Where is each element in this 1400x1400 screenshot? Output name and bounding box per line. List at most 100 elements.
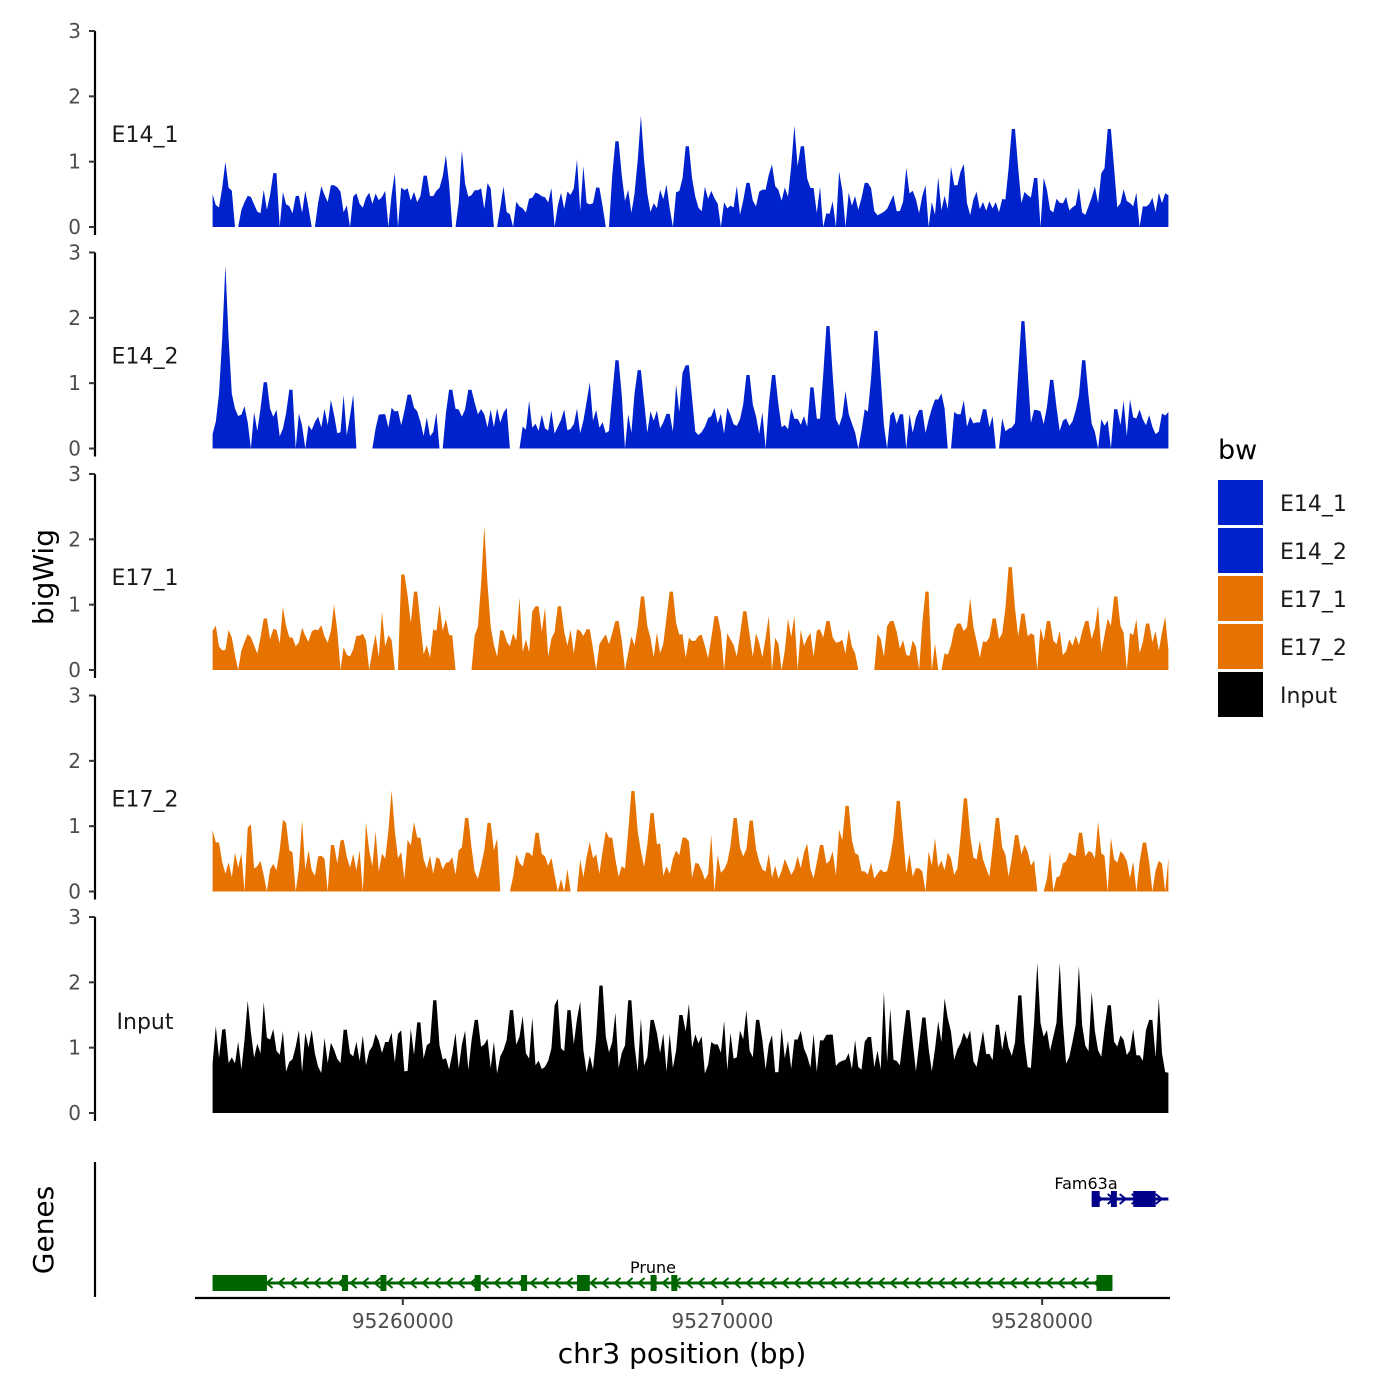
x-axis-ticks: 95260000 95270000 95280000 <box>352 1298 1093 1333</box>
strand-arrow <box>997 1277 1006 1289</box>
coverage-area-E17_2 <box>212 790 1169 892</box>
strand-arrow <box>901 1277 910 1289</box>
strand-arrow <box>541 1277 550 1289</box>
strand-arrow <box>949 1277 958 1289</box>
strand-arrow <box>889 1277 898 1289</box>
strand-arrow <box>433 1277 442 1289</box>
coverage-area-E14_1 <box>212 115 1169 227</box>
strand-arrow <box>1021 1277 1030 1289</box>
strand-arrow <box>841 1277 850 1289</box>
strand-arrow <box>361 1277 370 1289</box>
y-tick-label: 2 <box>68 84 81 108</box>
legend-label: E14_2 <box>1280 540 1347 565</box>
track-E17_2: 0 1 2 3 E17_2 <box>68 684 1169 904</box>
strand-arrow <box>529 1277 538 1289</box>
gene-exon <box>1096 1275 1113 1291</box>
legend-swatch <box>1218 576 1263 621</box>
legend-title: bw <box>1218 435 1257 466</box>
y-tick-label: 1 <box>68 814 81 838</box>
strand-arrow <box>829 1277 838 1289</box>
y-tick-label: 0 <box>68 658 81 682</box>
strand-arrow <box>505 1277 514 1289</box>
gene-exon <box>342 1275 349 1291</box>
y-tick-label: 3 <box>68 905 81 929</box>
x-axis: 95260000 95270000 95280000 chr3 position (… <box>195 1296 1170 1370</box>
legend-swatch <box>1218 528 1263 573</box>
coverage-area-E17_1 <box>212 526 1169 670</box>
gene-label: Prune <box>630 1258 676 1277</box>
track-E17_1: 0 1 2 3 E17_1 <box>68 462 1169 682</box>
gene-exon <box>212 1275 267 1291</box>
strand-arrow <box>1009 1277 1018 1289</box>
strand-arrow <box>913 1277 922 1289</box>
strand-arrow <box>313 1277 322 1289</box>
strand-arrow <box>373 1277 382 1289</box>
y-tick-label: 2 <box>68 306 81 330</box>
gene-exon <box>474 1275 481 1291</box>
strand-arrow <box>385 1277 394 1289</box>
gene-label: Fam63a <box>1054 1174 1117 1193</box>
legend-swatch <box>1218 624 1263 669</box>
strand-arrow <box>745 1277 754 1289</box>
strand-arrow <box>697 1277 706 1289</box>
y-tick-label: 1 <box>68 371 81 395</box>
gene-exon <box>1133 1191 1156 1207</box>
y-tick-label: 1 <box>68 593 81 617</box>
strand-arrow <box>469 1277 478 1289</box>
legend-swatch <box>1218 672 1263 717</box>
y-tick-label: 2 <box>68 970 81 994</box>
strand-arrow <box>553 1277 562 1289</box>
gene-exon <box>1091 1191 1100 1207</box>
legend-label: E17_2 <box>1280 636 1347 661</box>
strand-arrow <box>757 1277 766 1289</box>
strand-arrow <box>637 1277 646 1289</box>
gene-Fam63a: Fam63a <box>1054 1174 1169 1207</box>
strand-arrow <box>865 1277 874 1289</box>
x-tick-label: 95280000 <box>991 1309 1093 1333</box>
strand-arrow <box>721 1277 730 1289</box>
track-label: E14_2 <box>112 345 179 370</box>
strand-arrow <box>1033 1277 1042 1289</box>
strand-arrow <box>409 1277 418 1289</box>
strand-arrow <box>493 1277 502 1289</box>
legend-label: E14_1 <box>1280 492 1347 517</box>
genes-axis-title: Genes <box>27 1186 60 1274</box>
y-axis-title: bigWig <box>27 529 60 625</box>
track-label: E14_1 <box>112 123 179 148</box>
strand-arrow <box>985 1277 994 1289</box>
bigwig-tracks: 0 1 2 3 E14_1 0 1 2 3 E14_2 0 1 2 3 E17_1 0 1 2 3 E17_2 0 1 2 3… <box>68 19 1169 1125</box>
strand-arrow <box>325 1277 334 1289</box>
strand-arrow <box>289 1277 298 1289</box>
legend-swatch <box>1218 480 1263 525</box>
track-Input: 0 1 2 3 Input <box>68 905 1169 1125</box>
strand-arrow <box>973 1277 982 1289</box>
coverage-area-Input <box>212 962 1169 1113</box>
y-tick-label: 2 <box>68 749 81 773</box>
strand-arrow <box>601 1277 610 1289</box>
strand-arrow <box>709 1277 718 1289</box>
x-axis-title: chr3 position (bp) <box>558 1337 807 1370</box>
strand-arrow <box>685 1277 694 1289</box>
strand-arrow <box>925 1277 934 1289</box>
y-tick-label: 2 <box>68 527 81 551</box>
y-tick-label: 0 <box>68 215 81 239</box>
track-E14_2: 0 1 2 3 E14_2 <box>68 241 1169 461</box>
gene-exon <box>671 1275 678 1291</box>
gene-models: Prune Fam63a <box>212 1174 1169 1291</box>
y-tick-label: 1 <box>68 1036 81 1060</box>
strand-arrow <box>877 1277 886 1289</box>
gene-exon <box>380 1275 387 1291</box>
strand-arrow <box>565 1277 574 1289</box>
y-tick-label: 3 <box>68 462 81 486</box>
strand-arrow <box>853 1277 862 1289</box>
track-E14_1: 0 1 2 3 E14_1 <box>68 19 1169 239</box>
track-label: E17_2 <box>112 788 179 813</box>
strand-arrow <box>937 1277 946 1289</box>
y-tick-label: 0 <box>68 880 81 904</box>
strand-arrow <box>277 1277 286 1289</box>
strand-arrow <box>481 1277 490 1289</box>
strand-arrow <box>1045 1277 1054 1289</box>
gene-exon <box>650 1275 657 1291</box>
strand-arrow <box>769 1277 778 1289</box>
